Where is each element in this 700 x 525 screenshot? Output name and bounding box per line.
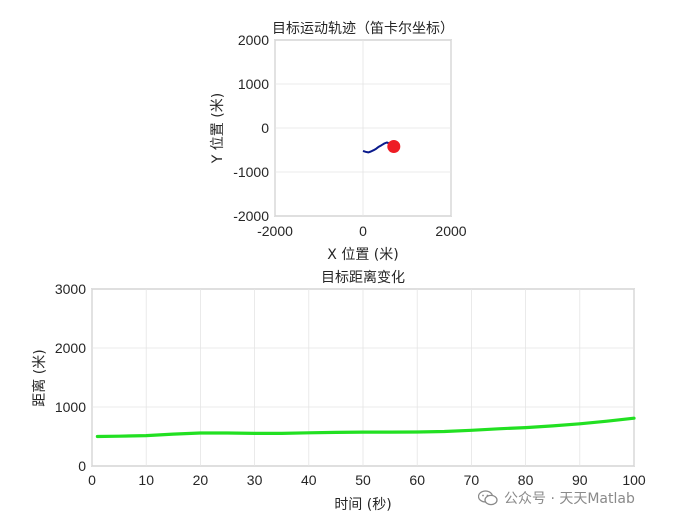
x-tick-label: 10: [138, 472, 154, 488]
trajectory-title: 目标运动轨迹（笛卡尔坐标）: [272, 21, 454, 37]
trajectory-grid: [274, 39, 452, 217]
y-tick-label: -2000: [233, 208, 269, 224]
trajectory-ticks: -2000 0 2000 2000 1000 0 -1000 -2000: [233, 32, 467, 239]
y-tick-label: 1000: [55, 399, 86, 415]
y-tick-label: 3000: [55, 281, 86, 297]
trajectory-data: [362, 139, 401, 154]
watermark: 公众号 · 天天Matlab: [478, 488, 635, 508]
x-tick-label: 20: [193, 472, 209, 488]
x-tick-label: 0: [359, 223, 367, 239]
x-tick-label: 90: [572, 472, 588, 488]
x-tick-label: 2000: [435, 223, 466, 239]
trajectory-xlabel: X 位置 (米): [327, 247, 398, 263]
x-tick-label: 50: [355, 472, 371, 488]
x-tick-label: 100: [622, 472, 646, 488]
y-tick-label: 2000: [55, 340, 86, 356]
x-tick-label: 0: [88, 472, 96, 488]
wechat-icon: [478, 490, 498, 506]
distance-ticks: 0 10 20 30 40 50 60 70 80 90 100 3000 2000 1000 0: [55, 281, 646, 488]
x-tick-label: 40: [301, 472, 317, 488]
trajectory-axes: -2000 0 2000 2000 1000 0 -1000 -2000 目标运动轨迹（笛卡尔…: [210, 21, 467, 263]
y-tick-label: 0: [261, 120, 269, 136]
x-tick-label: 70: [464, 472, 480, 488]
distance-ylabel: 距离 (米): [31, 349, 48, 406]
distance-title: 目标距离变化: [321, 269, 405, 286]
y-tick-label: 2000: [238, 32, 269, 48]
y-tick-label: 1000: [238, 76, 269, 92]
x-tick-label: 30: [247, 472, 263, 488]
watermark-text: 公众号 · 天天Matlab: [504, 491, 635, 507]
y-tick-label: 0: [78, 458, 86, 474]
x-tick-label: 80: [518, 472, 534, 488]
target-marker: [387, 139, 401, 153]
trajectory-ylabel: Y 位置 (米): [210, 93, 226, 164]
x-tick-label: -2000: [257, 223, 293, 239]
y-tick-label: -1000: [233, 164, 269, 180]
x-tick-label: 60: [409, 472, 425, 488]
distance-data: [95, 416, 636, 439]
distance-axes: 0 10 20 30 40 50 60 70 80 90 100 3000 2000 1000 0 目标距离…: [31, 269, 646, 513]
distance-line: [95, 416, 636, 439]
distance-xlabel: 时间 (秒): [334, 497, 391, 513]
distance-grid: [91, 288, 635, 467]
